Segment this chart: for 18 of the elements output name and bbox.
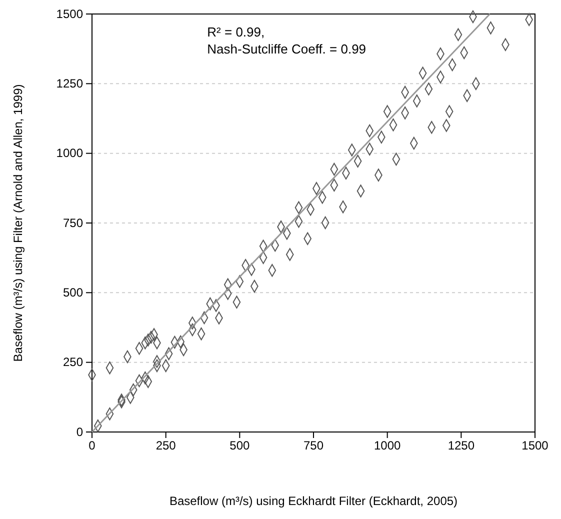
y-tick-label: 0 (76, 424, 84, 439)
y-tick-label: 1500 (56, 6, 84, 21)
x-tick-label: 0 (88, 438, 96, 453)
y-tick-label: 1000 (56, 146, 84, 160)
y-tick-label: 250 (62, 355, 84, 370)
y-axis-title: Baseflow (m³/s) using Filter (Arnold and Allen, 1999) (11, 84, 25, 362)
x-tick-label: 1000 (374, 438, 402, 453)
x-axis-title: Baseflow (m³/s) using Eckhardt Filter (Eckhardt, 2005) (169, 494, 458, 508)
y-tick-label: 1250 (56, 76, 84, 91)
x-tick-label: 1250 (448, 438, 475, 453)
x-tick-label: 500 (230, 438, 250, 453)
annotation: R² = 0.99, (207, 24, 265, 40)
x-tick-label: 250 (156, 438, 176, 453)
x-tick-label: 1500 (522, 438, 549, 453)
y-tick-label: 500 (62, 286, 84, 300)
y-tick-label: 750 (62, 216, 84, 230)
x-tick-label: 750 (303, 438, 324, 453)
annotation: Nash-Sutcliffe Coeff. = 0.99 (207, 41, 366, 56)
